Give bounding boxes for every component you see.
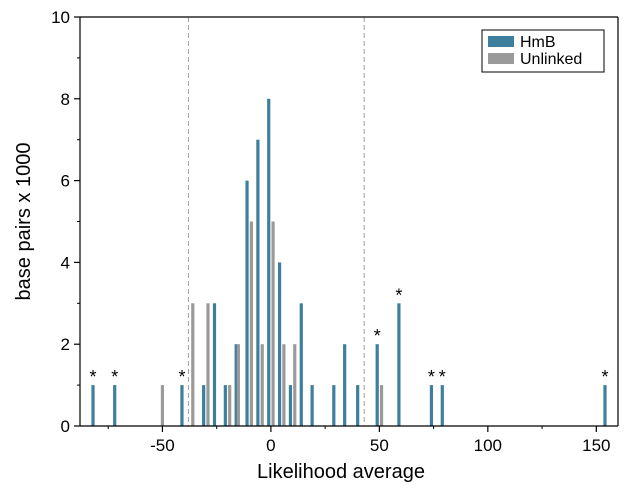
bar-hmb xyxy=(212,303,217,426)
legend: HmB Unlinked xyxy=(481,29,605,73)
x-axis-ticks: -50 0 50 100 150 xyxy=(107,426,610,455)
threshold-lines xyxy=(187,17,365,426)
significance-asterisk: * xyxy=(374,326,381,346)
significance-asterisk: * xyxy=(428,367,435,387)
significance-asterisk: * xyxy=(111,367,118,387)
bar-hmb xyxy=(256,139,260,426)
significance-asterisk: * xyxy=(90,367,97,387)
bar-hmb xyxy=(91,385,95,426)
y-tick-label: 2 xyxy=(61,335,70,354)
bar-hmb xyxy=(223,385,227,426)
bar-unlinked xyxy=(271,221,275,426)
bar-hmb xyxy=(440,385,444,426)
y-tick-label: 4 xyxy=(61,253,70,272)
bar-hmb xyxy=(343,344,347,426)
x-tick-label: 100 xyxy=(474,436,502,455)
legend-label-hmb: HmB xyxy=(520,34,556,51)
bar-unlinked xyxy=(191,303,195,426)
bar-unlinked xyxy=(379,385,384,426)
x-tick-label: 0 xyxy=(266,436,275,455)
y-tick-label: 8 xyxy=(61,90,70,109)
bar-hmb xyxy=(277,262,282,426)
x-axis-title: Likelihood average xyxy=(257,461,425,483)
legend-label-unlinked: Unlinked xyxy=(520,51,582,68)
bar-unlinked xyxy=(249,221,253,426)
significance-asterisk: * xyxy=(178,367,185,387)
bar-hmb xyxy=(202,385,206,426)
bar-unlinked xyxy=(282,344,286,426)
bar-hmb xyxy=(180,385,184,426)
bar-unlinked xyxy=(160,385,165,426)
y-tick-label: 0 xyxy=(61,417,70,436)
bar-unlinked xyxy=(206,303,210,426)
bar-hmb xyxy=(299,303,303,426)
legend-swatch-unlinked xyxy=(488,53,514,64)
bar-hmb xyxy=(267,98,271,427)
bar-hmb xyxy=(375,344,379,426)
bar-hmb xyxy=(356,385,360,426)
bar-hmb xyxy=(429,385,434,426)
bars-group xyxy=(91,98,607,427)
legend-swatch-hmb xyxy=(488,36,514,47)
bar-hmb xyxy=(397,303,401,426)
x-tick-label: 150 xyxy=(582,436,610,455)
significance-asterisk: * xyxy=(601,367,608,387)
bar-hmb xyxy=(245,180,249,426)
bar-hmb xyxy=(310,385,314,426)
bar-hmb xyxy=(234,344,238,426)
bar-hmb xyxy=(603,385,607,426)
y-axis-title: base pairs x 1000 xyxy=(13,143,35,301)
significance-asterisk: * xyxy=(439,367,446,387)
y-tick-label: 6 xyxy=(61,172,70,191)
bar-hmb xyxy=(113,385,117,426)
significance-asterisk: * xyxy=(395,285,402,305)
x-tick-label: 50 xyxy=(370,436,389,455)
y-axis-ticks: 0 2 4 6 8 10 xyxy=(51,8,80,436)
y-tick-label: 10 xyxy=(51,8,70,27)
x-tick-label: -50 xyxy=(150,436,175,455)
bar-unlinked xyxy=(293,344,297,426)
bar-unlinked xyxy=(228,385,232,426)
bar-unlinked xyxy=(260,344,264,426)
bar-unlinked xyxy=(236,344,240,426)
axes xyxy=(79,16,619,427)
bar-hmb xyxy=(288,385,293,426)
bar-hmb xyxy=(332,385,336,426)
significance-markers: * * **** * * xyxy=(90,285,609,387)
